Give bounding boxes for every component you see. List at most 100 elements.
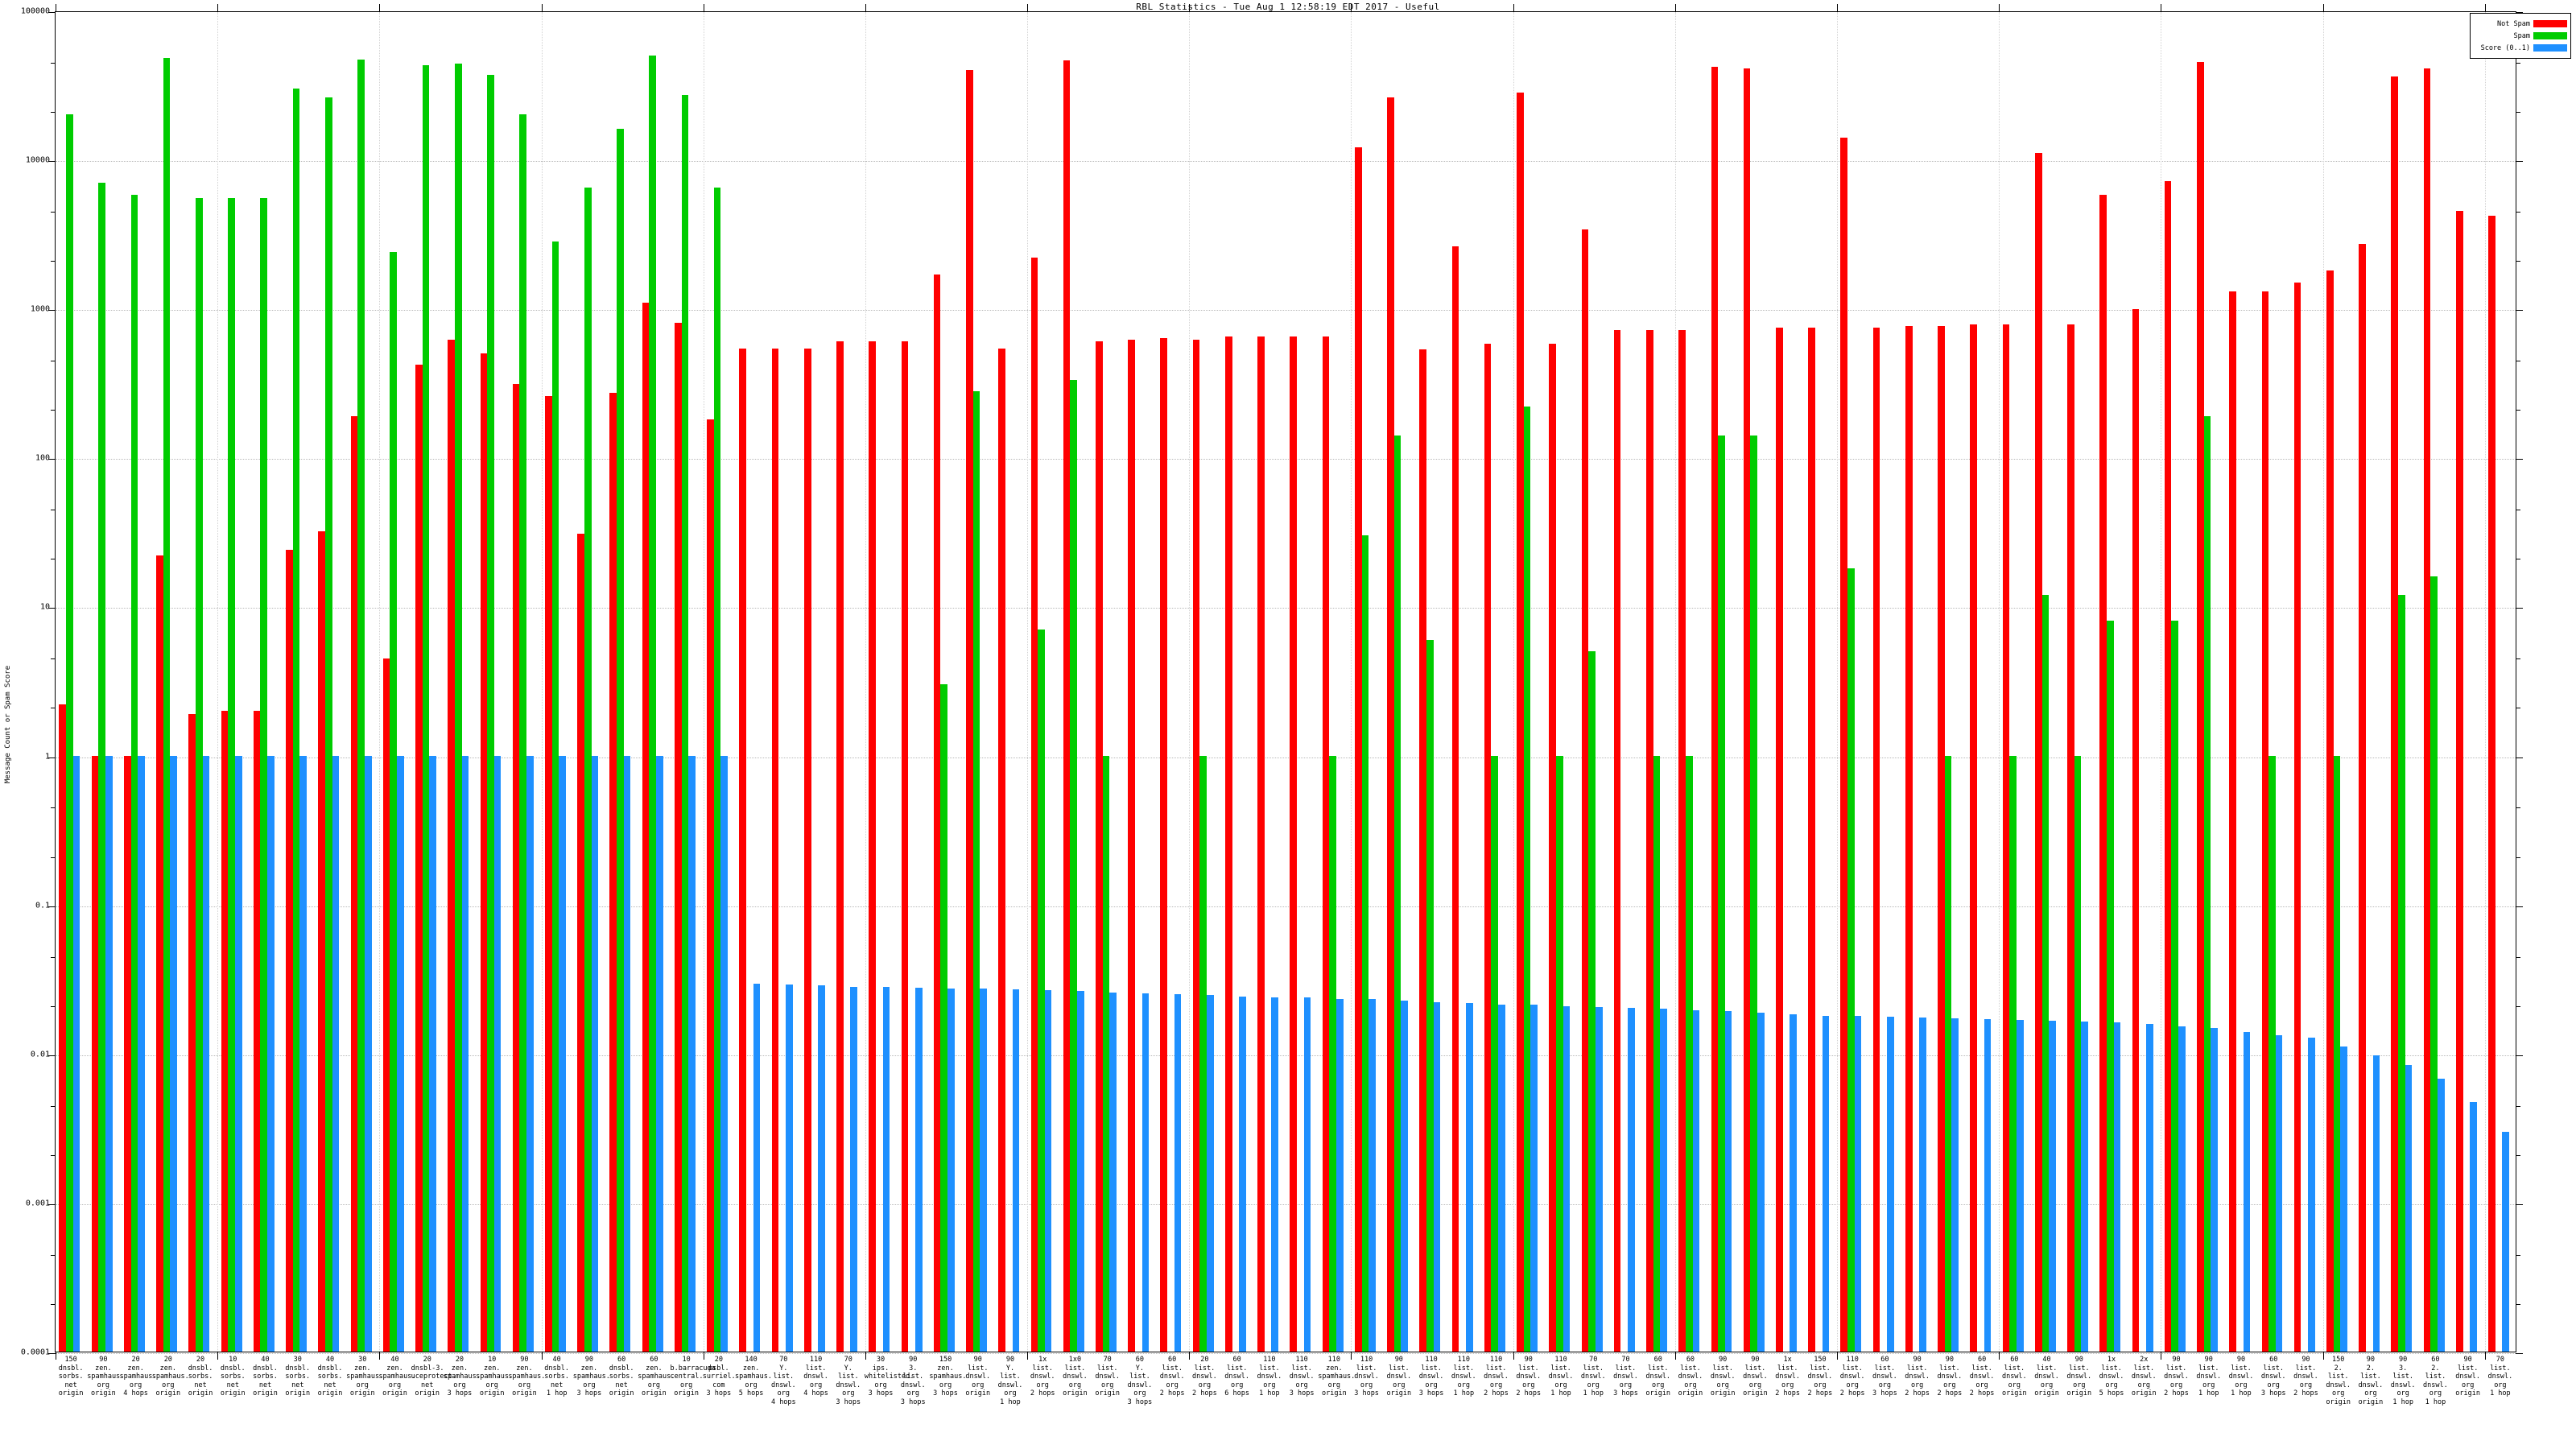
x-axis-label-token: dnswl. bbox=[1386, 1373, 1412, 1381]
x-axis-label-count: 90 bbox=[1945, 1356, 1954, 1364]
x-axis-label-token: org bbox=[485, 1381, 498, 1389]
x-axis-label-token: dnswl. bbox=[1839, 1373, 1865, 1381]
y-axis-tick-label: 0.0001 bbox=[20, 1348, 50, 1357]
x-axis-label: 60 list. dnswl. org 6 hops bbox=[1221, 1356, 1253, 1398]
x-axis-label-token: dnswl. bbox=[1580, 1373, 1606, 1381]
x-axis-label: 110 list. dnswl. org 1 hop bbox=[1447, 1356, 1480, 1398]
x-axis-label-token: org bbox=[162, 1381, 175, 1389]
x-axis-label: 60 2. list. dnswl. org 1 hop bbox=[2419, 1356, 2451, 1406]
bar-not_spam bbox=[803, 348, 811, 1352]
x-axis-label-token: list. bbox=[773, 1373, 795, 1381]
x-axis-label-token: 3 hops bbox=[933, 1389, 958, 1397]
bar-score bbox=[1530, 1005, 1538, 1352]
legend-label-not-spam: Not Spam bbox=[2497, 19, 2530, 28]
x-axis-label: 110 list. dnswl. org 3 hops bbox=[1415, 1356, 1447, 1398]
x-axis-label-count: 1x bbox=[2107, 1356, 2116, 1364]
x-axis-label-count: 40 bbox=[552, 1356, 561, 1364]
x-axis-label-count: 110 bbox=[1489, 1356, 1503, 1364]
bar-spam bbox=[617, 129, 624, 1352]
bar-score bbox=[1886, 1017, 1894, 1352]
x-axis-label-token: list. bbox=[1744, 1364, 1766, 1373]
y-axis-tick bbox=[2516, 608, 2523, 609]
x-axis-label-token: org bbox=[2494, 1381, 2507, 1389]
bar-score bbox=[1628, 1007, 1635, 1352]
bar-spam bbox=[681, 95, 689, 1352]
x-axis-label-token: 1 hop bbox=[1000, 1397, 1021, 1406]
x-axis-label-token: dnswl. bbox=[1775, 1373, 1801, 1381]
x-axis-label-token: list. bbox=[2490, 1364, 2511, 1373]
grid-line-vertical bbox=[541, 12, 543, 1352]
x-axis-label-token: dnswl. bbox=[1418, 1373, 1444, 1381]
x-axis-label-token: zen. bbox=[95, 1364, 112, 1373]
x-axis-tick bbox=[379, 4, 381, 12]
x-axis-label-token: 1 hop bbox=[2231, 1389, 2252, 1397]
x-axis-label-token: dnswl. bbox=[1257, 1373, 1282, 1381]
x-axis-label-token: 2. bbox=[2431, 1364, 2440, 1373]
x-axis-label: 10 b.barracuda central. org origin bbox=[670, 1356, 716, 1398]
bar-score bbox=[138, 755, 145, 1352]
x-axis-label-token: org bbox=[2267, 1381, 2280, 1389]
bar-not_spam bbox=[544, 395, 552, 1352]
x-axis-label-token: central. bbox=[670, 1373, 704, 1381]
legend-item-score: Score (0..1) bbox=[2474, 43, 2567, 53]
x-axis-label-token: list. bbox=[1389, 1364, 1410, 1373]
bar-spam bbox=[1361, 535, 1369, 1352]
x-axis-label-token: org bbox=[939, 1381, 952, 1389]
x-axis-label: 60 Y. list. dnswl. org 3 hops bbox=[1124, 1356, 1156, 1406]
bar-score bbox=[655, 755, 663, 1352]
bar-layer bbox=[56, 12, 2516, 1352]
x-axis-label-count: 90 bbox=[520, 1356, 529, 1364]
bar-not_spam bbox=[156, 555, 163, 1352]
x-axis-label: 20 zen. spamhaus. org origin bbox=[152, 1356, 189, 1398]
bar-spam bbox=[1944, 755, 1952, 1352]
x-axis-label-token: origin bbox=[1095, 1389, 1121, 1397]
x-axis-label-token: zen. bbox=[386, 1364, 403, 1373]
bar-score bbox=[2308, 1037, 2315, 1352]
x-axis-label-token: org bbox=[2105, 1381, 2118, 1389]
x-axis-label-token: org bbox=[2299, 1381, 2313, 1389]
x-axis-label-count: 90 bbox=[99, 1356, 108, 1364]
bar-not_spam bbox=[59, 704, 67, 1352]
x-axis-label: 140 zen. spamhaus. org 5 hops bbox=[734, 1356, 773, 1398]
chart-title: RBL Statistics - Tue Aug 1 12:58:19 EDT … bbox=[1136, 2, 1440, 12]
y-axis-tick-label: 0.01 bbox=[30, 1050, 50, 1059]
bar-score bbox=[850, 987, 858, 1352]
bar-not_spam bbox=[642, 302, 650, 1352]
x-axis-tick bbox=[2322, 4, 2324, 12]
y-axis-minor-tick bbox=[51, 956, 56, 958]
bar-not_spam bbox=[1257, 336, 1265, 1352]
x-axis-label-token: org bbox=[1587, 1381, 1600, 1389]
y-axis-tick bbox=[2516, 1353, 2523, 1354]
bar-not_spam bbox=[2132, 309, 2140, 1352]
x-axis-label-token: origin bbox=[58, 1389, 84, 1397]
bar-score bbox=[1498, 1004, 1505, 1352]
x-axis-label-count: 110 bbox=[809, 1356, 823, 1364]
bar-not_spam bbox=[1775, 328, 1783, 1352]
bar-not_spam bbox=[771, 348, 779, 1352]
x-axis-label: 90 list. dnswl. org origin bbox=[2452, 1356, 2484, 1398]
x-axis-label-count: 60 bbox=[2010, 1356, 2019, 1364]
bar-spam bbox=[2333, 755, 2341, 1352]
x-axis-label-token: list. bbox=[2327, 1373, 2349, 1381]
bar-spam bbox=[584, 187, 592, 1352]
x-axis-label: 90 list. dnswl. org origin bbox=[1739, 1356, 1771, 1398]
x-axis-label-token: 2 hops bbox=[1969, 1389, 1995, 1397]
grid-line-horizontal bbox=[56, 608, 2516, 609]
x-axis-label-token: dnswl. bbox=[2196, 1373, 2222, 1381]
x-axis-label: 110 list. dnswl. org 1 hop bbox=[1253, 1356, 1286, 1398]
bar-spam bbox=[454, 64, 462, 1352]
x-axis-label-token: 2 hops bbox=[1807, 1389, 1833, 1397]
bar-score bbox=[2405, 1064, 2413, 1352]
x-axis-label-token: spamhaus. bbox=[87, 1373, 125, 1381]
bar-score bbox=[2113, 1022, 2121, 1352]
x-axis-label-count: 70 bbox=[1103, 1356, 1112, 1364]
x-axis-label-token: spamhaus. bbox=[572, 1373, 610, 1381]
x-axis-label-count: 10 bbox=[682, 1356, 691, 1364]
x-axis-label-token: org bbox=[1263, 1381, 1276, 1389]
x-axis-tick bbox=[1027, 1352, 1029, 1360]
bar-not_spam bbox=[1387, 97, 1394, 1352]
x-axis-label-token: surriel. bbox=[702, 1373, 736, 1381]
x-axis-label-token: spamhaus. bbox=[929, 1373, 967, 1381]
x-axis-label-token: spamhaus. bbox=[734, 1373, 773, 1381]
